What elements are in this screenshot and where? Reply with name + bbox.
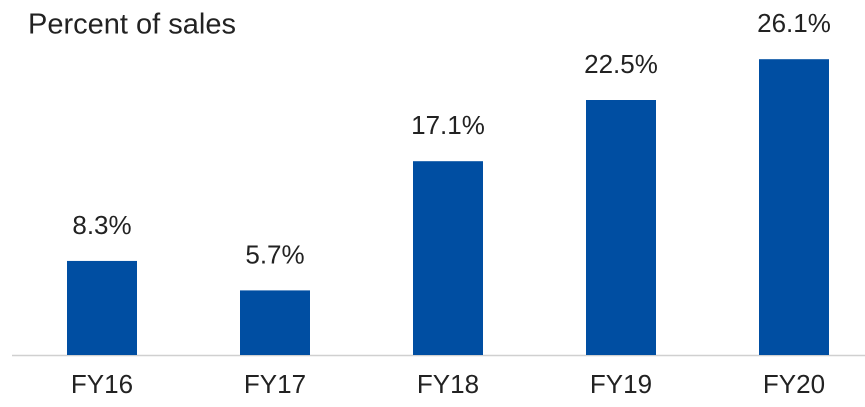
bar <box>586 100 656 355</box>
bar <box>759 59 829 355</box>
x-tick-label: FY18 <box>417 369 479 399</box>
x-tick-label: FY16 <box>71 369 133 399</box>
x-tick-label: FY17 <box>244 369 306 399</box>
x-tick-label: FY20 <box>763 369 825 399</box>
value-label: 22.5% <box>584 49 658 79</box>
bar <box>240 290 310 355</box>
value-label: 5.7% <box>245 239 304 269</box>
value-label: 26.1% <box>757 8 831 38</box>
value-label: 17.1% <box>411 110 485 140</box>
bar <box>67 260 137 355</box>
value-label: 8.3% <box>72 210 131 240</box>
bar <box>413 161 483 355</box>
chart-title: Percent of sales <box>28 9 236 41</box>
x-tick-label: FY19 <box>590 369 652 399</box>
